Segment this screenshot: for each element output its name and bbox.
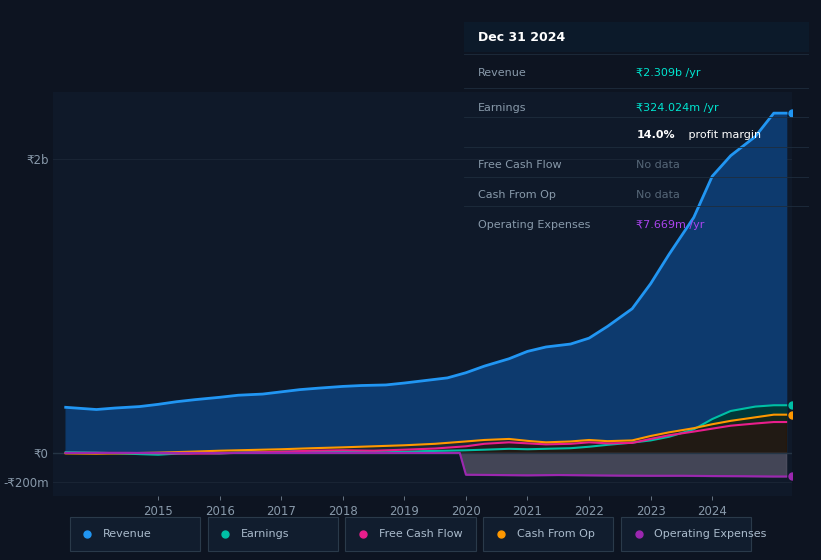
Text: ₹2.309b /yr: ₹2.309b /yr — [636, 68, 701, 78]
FancyBboxPatch shape — [464, 22, 809, 52]
Text: Revenue: Revenue — [478, 68, 526, 78]
FancyBboxPatch shape — [70, 517, 200, 552]
Text: Dec 31 2024: Dec 31 2024 — [478, 31, 565, 44]
Text: Cash From Op: Cash From Op — [516, 529, 594, 539]
FancyBboxPatch shape — [346, 517, 475, 552]
Text: Revenue: Revenue — [103, 529, 151, 539]
FancyBboxPatch shape — [208, 517, 337, 552]
Text: Earnings: Earnings — [478, 102, 526, 113]
Text: ₹324.024m /yr: ₹324.024m /yr — [636, 102, 719, 113]
Text: ₹7.669m /yr: ₹7.669m /yr — [636, 220, 704, 230]
Text: Cash From Op: Cash From Op — [478, 190, 556, 200]
Text: Operating Expenses: Operating Expenses — [478, 220, 590, 230]
Text: 14.0%: 14.0% — [636, 130, 675, 140]
FancyBboxPatch shape — [621, 517, 751, 552]
Text: No data: No data — [636, 160, 680, 170]
Text: No data: No data — [636, 190, 680, 200]
FancyBboxPatch shape — [484, 517, 613, 552]
Text: Operating Expenses: Operating Expenses — [654, 529, 767, 539]
Text: Free Cash Flow: Free Cash Flow — [478, 160, 562, 170]
Text: profit margin: profit margin — [685, 130, 761, 140]
Text: Earnings: Earnings — [241, 529, 289, 539]
Text: Free Cash Flow: Free Cash Flow — [378, 529, 462, 539]
